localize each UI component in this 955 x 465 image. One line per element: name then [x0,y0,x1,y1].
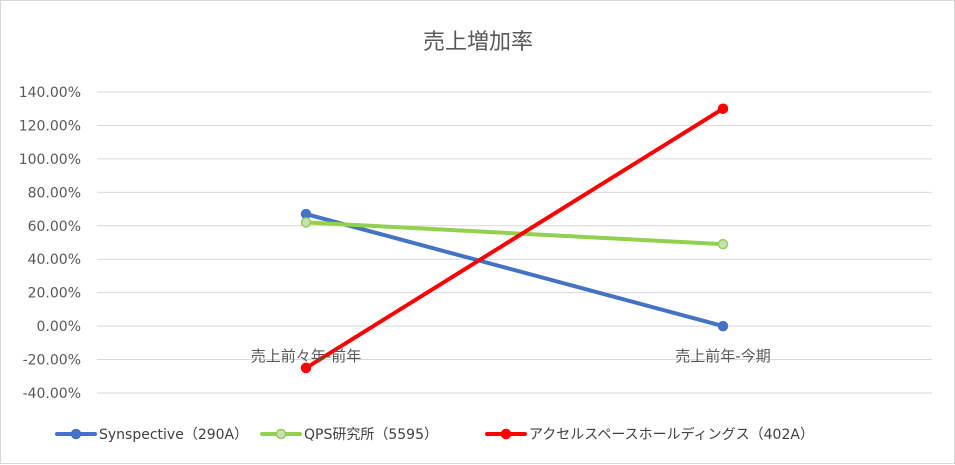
y-tick-label: 40.00% [28,252,81,268]
legend-marker-icon [500,428,512,440]
y-tick-label: 80.00% [28,185,81,201]
series-line-2 [304,106,725,370]
series-point-2-0 [300,362,312,374]
series-point-1-1 [717,238,729,250]
series-point-0-1 [717,320,729,332]
y-tick-label: 120.00% [19,118,81,134]
y-tick-label: -40.00% [23,386,81,402]
legend-label: Synspective（290A） [99,427,248,443]
y-tick-label: 60.00% [28,219,81,235]
y-tick-label: 140.00% [19,85,81,101]
chart-title: 売上増加率 [423,30,533,55]
series-line-1 [304,220,725,247]
legend-label: アクセルスペースホールディングス（402A） [529,426,814,443]
series-line-0 [304,212,725,329]
x-category-label: 売上前年-今期 [675,347,770,365]
y-tick-label: -20.00% [23,353,81,369]
series-point-1-0 [300,217,312,228]
y-tick-label: 100.00% [19,152,81,168]
y-tick-label: 20.00% [28,286,81,302]
legend-marker-icon [275,428,287,440]
legend-marker-icon [70,428,82,440]
y-tick-label: 0.00% [37,319,81,335]
series-point-2-1 [717,103,729,114]
legend-label: QPS研究所（5595） [304,427,438,443]
x-category-label: 売上前々年-前年 [251,347,361,365]
